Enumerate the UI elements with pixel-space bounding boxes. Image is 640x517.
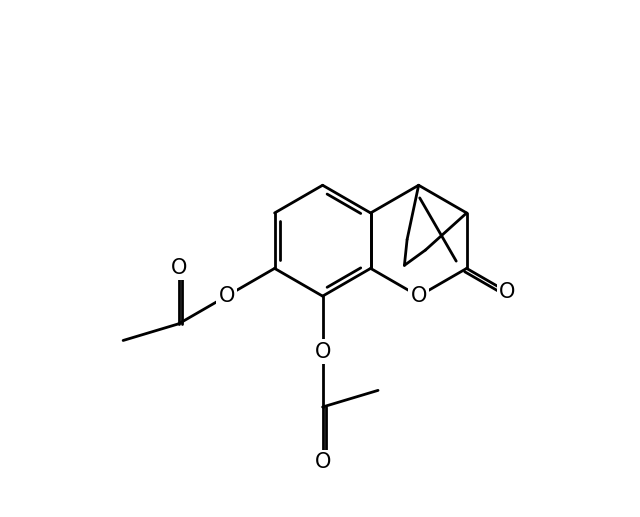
Text: O: O (410, 286, 427, 306)
Text: O: O (499, 282, 516, 302)
Text: O: O (170, 258, 187, 278)
Text: O: O (314, 452, 331, 473)
Text: O: O (218, 286, 235, 306)
Text: O: O (314, 342, 331, 361)
